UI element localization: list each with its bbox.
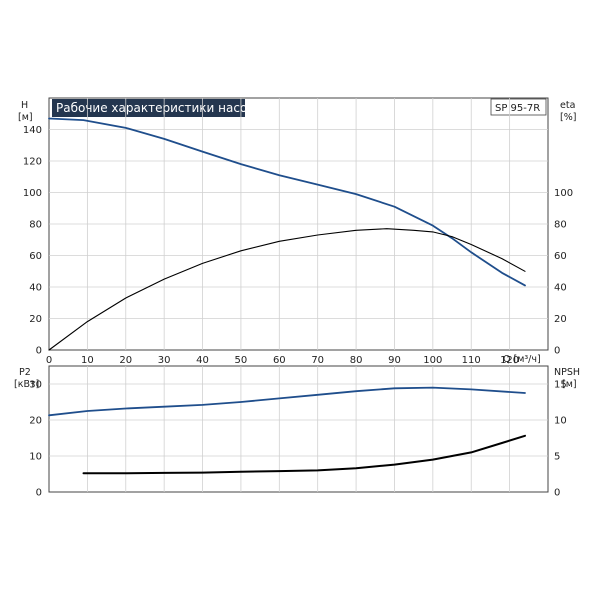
top-x-tick-5: 50 [235, 355, 248, 366]
top-left-tick-4: 80 [29, 220, 42, 231]
title-box [52, 99, 245, 117]
top-x-tick-10: 100 [423, 355, 442, 366]
top-left-tick-7: 140 [23, 125, 42, 136]
top-right-tick-4: 80 [554, 220, 567, 231]
top-x-tick-11: 110 [462, 355, 481, 366]
top-right-axis-unit: [%] [560, 112, 576, 123]
bottom-right-tick-1: 5 [554, 452, 560, 463]
top-left-tick-0: 0 [36, 346, 42, 357]
bottom-left-tick-2: 20 [29, 416, 42, 427]
bottom-plot-frame [48, 365, 549, 493]
top-left-tick-5: 100 [23, 188, 42, 199]
top-left-tick-3: 60 [29, 251, 42, 262]
top-right-tick-5: 100 [554, 188, 573, 199]
top-series-0-line [48, 117, 526, 287]
top-x-tick-1: 10 [81, 355, 94, 366]
top-right-tick-1: 20 [554, 314, 567, 325]
top-x-tick-6: 60 [273, 355, 286, 366]
bottom-right-axis-unit: [м] [562, 379, 577, 390]
top-right-tick-2: 40 [554, 283, 567, 294]
bottom-left-tick-0: 0 [36, 488, 42, 499]
bottom-series-1-line [82, 434, 526, 475]
top-x-tick-12: 120 [500, 355, 519, 366]
top-left-tick-2: 40 [29, 283, 42, 294]
model-label-box [490, 98, 547, 116]
model-label: SP 95-7R [495, 103, 540, 114]
top-series-1-line [48, 228, 526, 351]
top-x-tick-8: 80 [350, 355, 363, 366]
bottom-left-axis-unit: [кВт] [14, 379, 39, 390]
top-left-tick-6: 120 [23, 157, 42, 168]
top-x-tick-0: 0 [46, 355, 52, 366]
chart-title: Рабочие характеристики насоса [56, 101, 261, 115]
bottom-right-tick-2: 10 [554, 416, 567, 427]
top-left-axis-unit: [м] [18, 112, 33, 123]
top-x-tick-7: 70 [311, 355, 324, 366]
top-left-axis-label: H [21, 100, 28, 111]
bottom-left-tick-3: 30 [29, 380, 42, 391]
bottom-right-tick-3: 15 [554, 380, 567, 391]
top-x-tick-3: 30 [158, 355, 171, 366]
bottom-right-axis-label: NPSH [554, 367, 580, 378]
chart-marks: 0 10 20 30 40 50 60 70 80 90 100 110 120020406080100… [23, 98, 573, 499]
top-right-axis-label: eta [560, 100, 575, 111]
top-x-tick-4: 40 [196, 355, 209, 366]
top-x-tick-9: 90 [388, 355, 401, 366]
top-right-tick-3: 60 [554, 251, 567, 262]
x-axis-label: Q [м³/ч] [503, 354, 541, 365]
bottom-left-tick-1: 10 [29, 452, 42, 463]
top-x-tick-2: 20 [119, 355, 132, 366]
top-left-tick-1: 20 [29, 314, 42, 325]
bottom-series-0-line [48, 386, 526, 417]
bottom-left-axis-label: P2 [19, 367, 31, 378]
top-right-tick-0: 0 [554, 346, 560, 357]
bottom-right-tick-0: 0 [554, 488, 560, 499]
